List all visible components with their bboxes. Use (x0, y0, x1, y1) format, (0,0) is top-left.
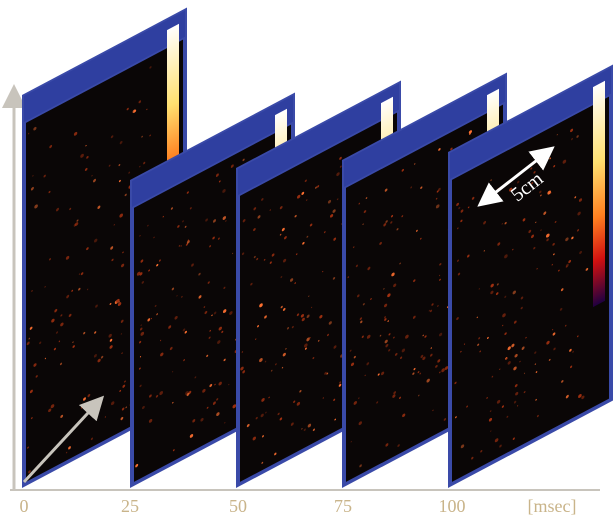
axis-unit: [msec] (528, 496, 577, 516)
time-tick-label: 25 (121, 496, 139, 516)
figure: 5cm [msec] 0255075100 (0, 0, 616, 525)
color-bar (593, 81, 605, 307)
time-tick-label: 50 (229, 496, 247, 516)
panels (22, 8, 613, 488)
time-tick-label: 100 (439, 496, 466, 516)
time-tick-label: 0 (20, 496, 29, 516)
time-tick-label: 75 (334, 496, 352, 516)
